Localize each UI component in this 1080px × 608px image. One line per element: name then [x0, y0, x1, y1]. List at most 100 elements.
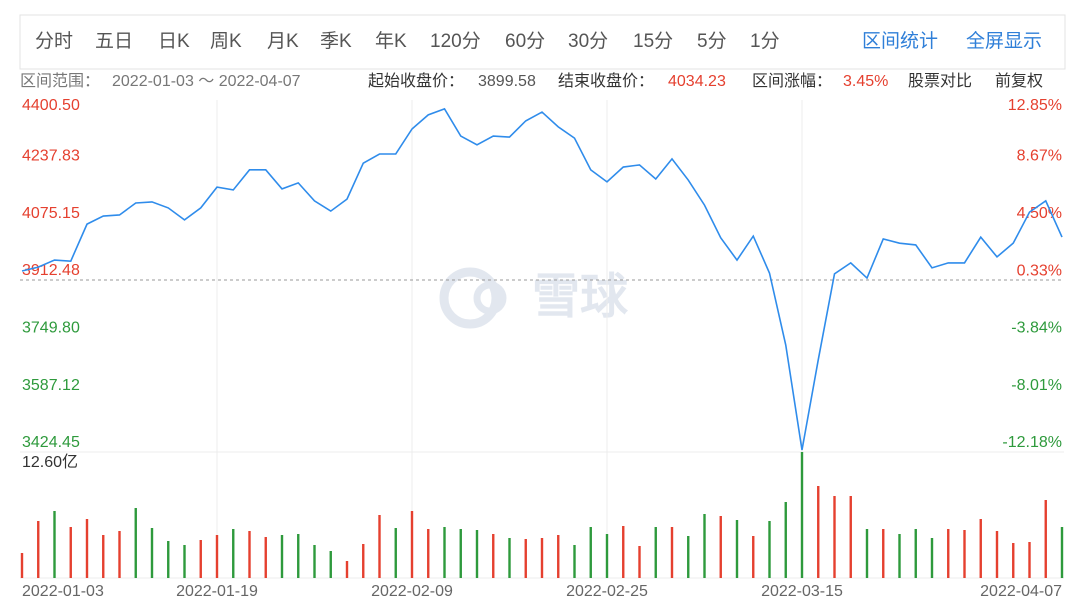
volume-bar: [362, 544, 365, 578]
volume-bar: [443, 527, 446, 578]
volume-bar: [37, 521, 40, 578]
volume-bar: [849, 496, 852, 578]
volume-bar: [167, 541, 170, 578]
period-tab[interactable]: 日K: [158, 31, 190, 52]
volume-bar: [378, 515, 381, 578]
info-range: 2022-01-03 ～ 2022-04-07: [112, 73, 301, 90]
volume-bar: [719, 516, 722, 578]
period-tab[interactable]: 五日: [95, 31, 133, 52]
toolbar: [19, 14, 1066, 70]
volume-bar: [638, 546, 641, 578]
price-line: [21, 107, 1063, 451]
toolbar-action[interactable]: 全屏显示: [966, 30, 1042, 52]
volume-bar: [622, 526, 625, 578]
volume-bar: [85, 519, 89, 578]
info-compare[interactable]: 股票对比: [908, 72, 972, 90]
volume-bar: [134, 508, 137, 578]
info-start-label: 起始收盘价：: [368, 71, 464, 90]
x-tick-label: 2022-02-09: [371, 583, 453, 600]
volume-bar: [817, 486, 820, 578]
toolbar-action[interactable]: 区间统计: [862, 30, 938, 52]
period-tab[interactable]: 周K: [210, 31, 242, 52]
watermark-logo: [439, 267, 507, 329]
period-tab[interactable]: 月K: [267, 31, 299, 52]
volume-bar: [735, 520, 739, 578]
y2-tick-label: -8.01%: [1011, 377, 1062, 394]
volume-bar: [410, 511, 414, 578]
volume-bar: [995, 531, 999, 578]
y2-tick-label: 8.67%: [1017, 148, 1062, 165]
volume-bar: [605, 534, 609, 578]
info-change-label: 区间涨幅：: [752, 72, 832, 90]
volume-bar: [670, 527, 674, 578]
volume-bar: [963, 530, 966, 578]
volume-bar: [540, 538, 544, 578]
volume-bar: [475, 530, 479, 578]
volume-bar: [573, 545, 576, 578]
y-tick-label: 4400.50: [22, 97, 80, 114]
volume-bar: [914, 529, 917, 578]
volume-bar: [394, 528, 397, 578]
volume-bar: [800, 452, 804, 578]
info-change-value: 3.45%: [843, 73, 888, 90]
period-tab[interactable]: 分时: [35, 30, 73, 52]
period-tab[interactable]: 60分: [505, 30, 545, 52]
logo-ring: [473, 281, 507, 315]
y-tick-label: 4075.15: [22, 205, 80, 222]
y-tick-label: 3424.45: [22, 434, 80, 451]
y-tick-label: 3912.48: [22, 262, 80, 279]
volume-bar: [898, 534, 901, 578]
period-tab[interactable]: 15分: [633, 30, 673, 52]
volume-bar: [784, 502, 787, 578]
volume-bar: [492, 534, 495, 578]
x-tick-label: 2022-03-15: [761, 583, 843, 600]
watermark: 雪球: [532, 271, 629, 324]
info-end-label: 结束收盘价：: [558, 71, 654, 90]
volume-bar: [329, 551, 332, 578]
y-tick-label: 3587.12: [22, 377, 80, 394]
period-tab[interactable]: 120分: [430, 30, 481, 52]
period-tab[interactable]: 年K: [375, 30, 407, 52]
period-tab[interactable]: 1分: [750, 30, 780, 52]
info-adjust[interactable]: 前复权: [995, 72, 1043, 90]
volume-bar: [280, 535, 284, 578]
period-tab[interactable]: 5分: [697, 30, 727, 52]
y2-tick-label: 12.85%: [1008, 97, 1062, 114]
volume-bar: [1044, 500, 1047, 578]
y2-tick-label: 4.50%: [1017, 205, 1062, 222]
volume-bar: [687, 536, 690, 578]
x-tick-label: 2022-04-07: [980, 583, 1062, 600]
volume-bar: [930, 538, 934, 578]
volume-bar: [589, 527, 592, 578]
volume-bar: [1028, 542, 1031, 578]
volume-bar: [979, 519, 982, 578]
volume-bar: [345, 561, 349, 578]
info-start-value: 3899.58: [478, 73, 536, 90]
volume-bar: [752, 536, 755, 578]
period-tab[interactable]: 季K: [320, 30, 352, 52]
volume-bar: [69, 527, 72, 578]
volume-bar: [118, 531, 121, 578]
x-tick-label: 2022-01-19: [176, 583, 258, 600]
x-tick-label: 2022-02-25: [566, 583, 648, 600]
y2-tick-label: -3.84%: [1011, 320, 1062, 337]
volume-bar: [865, 529, 869, 578]
volume-bar: [833, 496, 836, 578]
volume-bar: [947, 529, 950, 578]
y2-tick-label: 0.33%: [1017, 262, 1062, 279]
volume-bar: [199, 540, 202, 578]
volume-bar: [215, 535, 219, 578]
volume-bar: [882, 529, 885, 578]
period-tab[interactable]: 30分: [568, 30, 608, 52]
volume-bar: [248, 531, 251, 578]
y2-tick-label: -12.18%: [1002, 434, 1062, 451]
y-tick-label: 3749.80: [22, 320, 80, 337]
volume-bar: [53, 511, 56, 578]
volume-tick-label: 12.60亿: [22, 453, 78, 471]
volume-bar: [313, 545, 316, 578]
logo-ring: [439, 267, 501, 329]
y-tick-label: 4237.83: [22, 148, 80, 165]
volume-bar: [508, 538, 511, 578]
volume-bar: [102, 535, 105, 578]
